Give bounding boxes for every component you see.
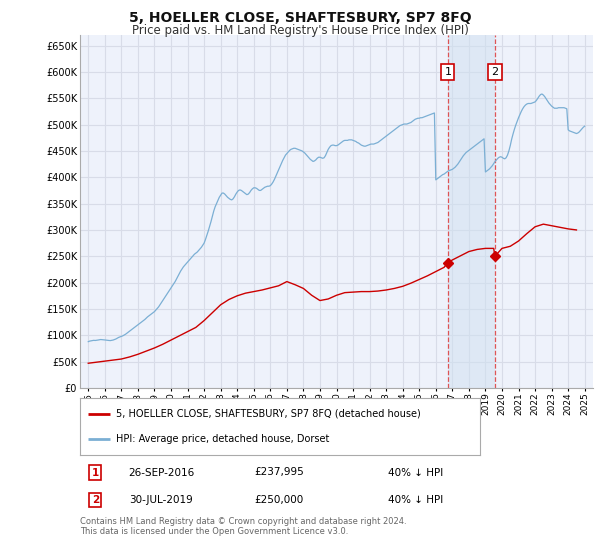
Text: 5, HOELLER CLOSE, SHAFTESBURY, SP7 8FQ (detached house): 5, HOELLER CLOSE, SHAFTESBURY, SP7 8FQ (… [116,409,421,419]
Text: 5, HOELLER CLOSE, SHAFTESBURY, SP7 8FQ: 5, HOELLER CLOSE, SHAFTESBURY, SP7 8FQ [128,11,472,25]
Text: 30-JUL-2019: 30-JUL-2019 [129,495,193,505]
Text: £250,000: £250,000 [254,495,304,505]
Text: Contains HM Land Registry data © Crown copyright and database right 2024.
This d: Contains HM Land Registry data © Crown c… [80,517,407,536]
Text: HPI: Average price, detached house, Dorset: HPI: Average price, detached house, Dors… [116,434,329,444]
Text: 26-SEP-2016: 26-SEP-2016 [129,468,195,478]
Text: 40% ↓ HPI: 40% ↓ HPI [388,495,443,505]
Text: Price paid vs. HM Land Registry's House Price Index (HPI): Price paid vs. HM Land Registry's House … [131,24,469,36]
Text: 40% ↓ HPI: 40% ↓ HPI [388,468,443,478]
Bar [448,35,495,388]
Text: 2: 2 [491,67,499,77]
Text: 1: 1 [445,67,451,77]
Text: 1: 1 [92,468,99,478]
Text: 2: 2 [92,495,99,505]
Text: £237,995: £237,995 [254,468,304,478]
